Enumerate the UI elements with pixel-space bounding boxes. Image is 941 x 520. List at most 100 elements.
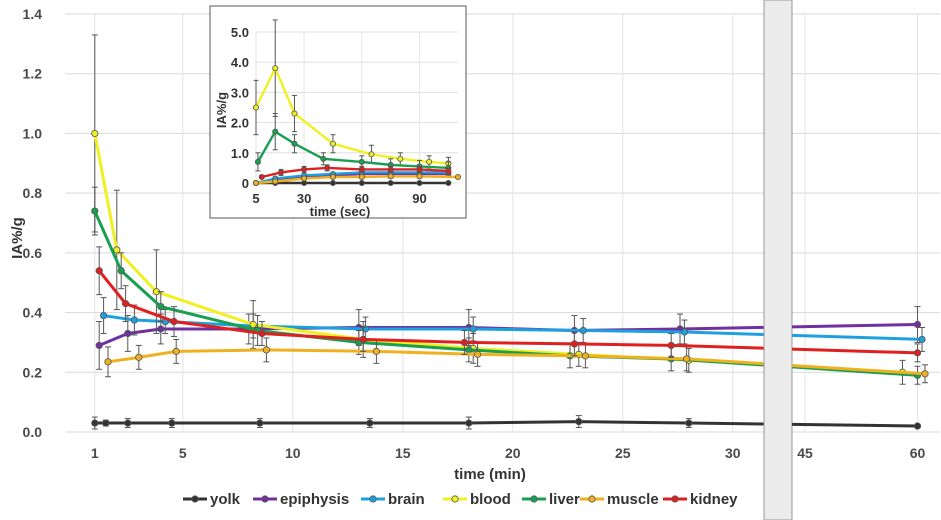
y-tick-label: 0.8 (23, 185, 43, 201)
inset-y-tick-label: 2.0 (231, 116, 249, 131)
x-tick-label: 45 (797, 445, 813, 461)
data-point-kidney (258, 329, 266, 338)
data-point-muscle (473, 350, 482, 358)
x-axis-title: time (min) (454, 466, 526, 483)
data-point-muscle (454, 173, 461, 180)
data-point-kidney (258, 173, 265, 180)
data-point-muscle (581, 352, 590, 360)
data-point-blood (91, 129, 99, 138)
data-point-blood (397, 155, 404, 162)
legend-swatch-marker (261, 495, 269, 503)
series-line-epiphysis (679, 325, 765, 331)
data-point-muscle (252, 179, 259, 186)
inset-x-tick-label: 90 (412, 191, 426, 206)
legend-label-blood: blood (470, 491, 511, 508)
data-point-muscle (358, 173, 365, 180)
series-line-muscle (255, 175, 459, 185)
data-point-blood (272, 65, 279, 72)
inset-y-tick-label: 3.0 (231, 85, 249, 100)
data-point-yolk (366, 419, 374, 427)
data-point-yolk (685, 419, 693, 427)
data-point-brain (680, 328, 689, 336)
data-point-muscle (416, 173, 423, 180)
data-point-kidney (278, 169, 285, 176)
data-point-yolk (575, 417, 583, 426)
series-line-kidney (791, 347, 918, 355)
data-point-blood (426, 158, 433, 165)
data-point-liver (117, 267, 125, 275)
data-point-liver (320, 155, 327, 162)
inset-y-tick-label: 5.0 (231, 25, 249, 40)
data-point-liver (465, 346, 473, 354)
inset-x-tick-label: 30 (297, 191, 311, 206)
data-point-muscle (682, 355, 691, 363)
series-line-muscle (791, 364, 926, 376)
data-point-kidney (324, 164, 331, 171)
series-line-yolk (94, 420, 689, 425)
data-point-liver (254, 158, 261, 165)
y-tick-label: 0.2 (23, 364, 43, 380)
series-line-muscle (107, 348, 687, 364)
data-point-epiphysis (95, 341, 103, 350)
data-point-kidney (460, 338, 468, 347)
series-line-yolk (791, 422, 918, 428)
x-tick-label: 15 (395, 445, 411, 461)
series-line-liver (93, 210, 672, 361)
data-point-kidney (170, 317, 178, 326)
legend-swatch-marker (451, 495, 459, 503)
x-tick-label: 20 (505, 445, 521, 461)
series-line-kidney (261, 166, 449, 179)
data-point-liver (358, 158, 365, 165)
data-point-yolk (124, 419, 132, 427)
data-point-yolk (445, 179, 452, 186)
y-tick-label: 0.6 (23, 245, 43, 261)
legend-label-epiphysis: epiphysis (280, 491, 349, 508)
data-point-muscle (172, 347, 180, 355)
data-point-muscle (329, 173, 336, 180)
data-point-liver (272, 128, 279, 135)
inset-x-axis-title: time (sec) (310, 204, 371, 219)
data-point-yolk (358, 179, 365, 186)
data-point-blood (113, 246, 121, 254)
series-line-brain (103, 314, 685, 334)
data-point-muscle (262, 346, 270, 354)
series-line-brain (255, 171, 449, 185)
x-tick-label: 1 (91, 445, 99, 461)
data-point-liver (291, 140, 298, 147)
data-point-epiphysis (157, 325, 165, 333)
data-point-brain (579, 326, 587, 335)
data-point-brain (130, 316, 138, 324)
data-point-yolk (913, 422, 922, 430)
legend-label-muscle: muscle (607, 491, 659, 508)
legend-label-liver: liver (549, 491, 580, 508)
data-point-muscle (272, 178, 279, 185)
x-tick-label: 10 (285, 445, 301, 461)
inset-x-tick-label: 5 (252, 191, 259, 206)
series-line-yolk (688, 421, 765, 426)
inset-y-axis-title: IA%/g (214, 92, 229, 128)
data-point-kidney (667, 341, 675, 350)
data-point-kidney (358, 166, 365, 173)
x-tick-label: 25 (615, 445, 631, 461)
series-line-blood (254, 65, 449, 165)
data-point-blood (329, 140, 336, 147)
data-point-liver (157, 302, 165, 311)
data-point-yolk (329, 179, 336, 186)
legend-swatch-marker (530, 495, 538, 503)
data-point-muscle (387, 173, 394, 180)
legend: yolk epiphysis brain blood liver muscle kidney (183, 491, 738, 508)
y-axis-title: IA%/g (9, 217, 26, 259)
data-point-muscle (104, 358, 112, 366)
axis-break-panel (763, 0, 793, 520)
inset-y-tick-label: 4.0 (231, 55, 249, 70)
series-line-brain (684, 330, 765, 336)
data-point-kidney (570, 340, 579, 348)
data-point-muscle (372, 347, 380, 355)
series-line-liver (256, 130, 449, 170)
series-line-brain (791, 333, 923, 341)
x-tick-label: 30 (725, 445, 741, 461)
data-point-kidney (445, 167, 452, 174)
y-tick-label: 1.4 (23, 6, 43, 22)
data-point-blood (252, 104, 259, 111)
